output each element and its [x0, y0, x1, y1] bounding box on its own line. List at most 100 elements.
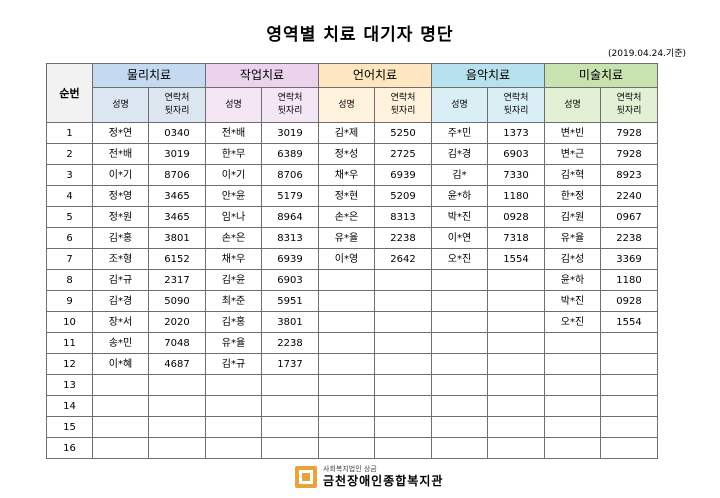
patient-name: 한*정: [544, 185, 601, 207]
name-column-header: 성명: [205, 87, 262, 123]
patient-name: 유*율: [205, 332, 262, 354]
phone-last-digits: 2238: [261, 332, 319, 354]
phone-last-digits: [487, 311, 545, 333]
patient-name: [205, 395, 262, 417]
phone-last-digits: [600, 437, 658, 459]
seq-number: 3: [46, 164, 93, 186]
patient-name: [431, 395, 488, 417]
phone-last-digits: 1737: [261, 353, 319, 375]
patient-name: [431, 437, 488, 459]
patient-name: 이*영: [318, 248, 375, 270]
patient-name: [544, 437, 601, 459]
patient-name: 임*나: [205, 206, 262, 228]
patient-name: 김*홍: [92, 227, 149, 249]
patient-name: 한*무: [205, 143, 262, 165]
phone-last-digits: 8923: [600, 164, 658, 186]
patient-name: 채*우: [318, 164, 375, 186]
seq-number: 9: [46, 290, 93, 312]
phone-last-digits: [374, 395, 432, 417]
org-logo-icon: [294, 465, 318, 489]
phone-last-digits: [487, 269, 545, 291]
patient-name: [318, 353, 375, 375]
phone-last-digits: 2642: [374, 248, 432, 270]
patient-name: 손*은: [205, 227, 262, 249]
patient-name: 조*형: [92, 248, 149, 270]
phone-last-digits: 8706: [261, 164, 319, 186]
seq-number: 11: [46, 332, 93, 354]
patient-name: [205, 437, 262, 459]
phone-last-digits: 5179: [261, 185, 319, 207]
table-row: 10 장*서 2020 김*홍 3801 오*진 1554: [46, 311, 658, 333]
patient-name: [431, 332, 488, 354]
patient-name: [318, 332, 375, 354]
seq-number: 2: [46, 143, 93, 165]
phone-column-header: 연락처 뒷자리: [374, 87, 432, 123]
patient-name: 김*윤: [205, 269, 262, 291]
patient-name: 전*배: [205, 122, 262, 144]
phone-last-digits: 5951: [261, 290, 319, 312]
patient-name: 최*준: [205, 290, 262, 312]
seq-number: 16: [46, 437, 93, 459]
seq-number: 8: [46, 269, 93, 291]
name-column-header: 성명: [544, 87, 601, 123]
phone-last-digits: 3465: [148, 185, 206, 207]
waitlist-table: 순번 물리치료 작업치료 언어치료 음악치료 미술치료 성명 연락처 뒷자리 성명 연락처 뒷자리…: [46, 63, 658, 459]
phone-last-digits: 8964: [261, 206, 319, 228]
patient-name: 김*성: [544, 248, 601, 270]
phone-last-digits: 7318: [487, 227, 545, 249]
phone-last-digits: 1554: [600, 311, 658, 333]
phone-column-header: 연락처 뒷자리: [487, 87, 545, 123]
patient-name: 전*배: [92, 143, 149, 165]
patient-name: 김*혁: [544, 164, 601, 186]
table-row: 11 송*민 7048 유*율 2238: [46, 332, 658, 354]
seq-number: 15: [46, 416, 93, 438]
phone-last-digits: [148, 416, 206, 438]
phone-column-header: 연락처 뒷자리: [600, 87, 658, 123]
org-logo: 사회복지법인 상금 금천장애인종합복지관: [294, 462, 443, 492]
phone-last-digits: 0340: [148, 122, 206, 144]
phone-last-digits: 2725: [374, 143, 432, 165]
page-title: 영역별 치료 대기자 명단: [266, 25, 454, 45]
seq-header: 순번: [46, 63, 93, 123]
patient-name: [205, 374, 262, 396]
patient-name: [318, 311, 375, 333]
patient-name: [431, 416, 488, 438]
phone-last-digits: [374, 437, 432, 459]
phone-last-digits: [600, 332, 658, 354]
name-column-header: 성명: [92, 87, 149, 123]
phone-last-digits: 0928: [487, 206, 545, 228]
patient-name: 김*규: [205, 353, 262, 375]
patient-name: 정*연: [92, 122, 149, 144]
phone-last-digits: [487, 437, 545, 459]
patient-name: [318, 395, 375, 417]
phone-last-digits: [374, 269, 432, 291]
phone-last-digits: [487, 353, 545, 375]
patient-name: [92, 416, 149, 438]
phone-last-digits: 7330: [487, 164, 545, 186]
patient-name: [544, 374, 601, 396]
patient-name: 김*제: [318, 122, 375, 144]
group-header: 작업치료: [205, 63, 319, 88]
phone-last-digits: 3019: [261, 122, 319, 144]
patient-name: 김*규: [92, 269, 149, 291]
phone-last-digits: [374, 290, 432, 312]
org-name: 금천장애인종합복지관: [323, 474, 444, 488]
table-row: 13: [46, 374, 658, 396]
phone-last-digits: 5090: [148, 290, 206, 312]
patient-name: [544, 353, 601, 375]
phone-last-digits: [261, 395, 319, 417]
phone-last-digits: [374, 374, 432, 396]
phone-last-digits: 6152: [148, 248, 206, 270]
group-header: 물리치료: [92, 63, 206, 88]
patient-name: 이*기: [205, 164, 262, 186]
phone-last-digits: 8313: [261, 227, 319, 249]
phone-last-digits: [374, 416, 432, 438]
patient-name: [431, 311, 488, 333]
phone-last-digits: [600, 395, 658, 417]
patient-name: 김*경: [431, 143, 488, 165]
phone-last-digits: 2240: [600, 185, 658, 207]
phone-last-digits: 3801: [261, 311, 319, 333]
patient-name: 윤*하: [431, 185, 488, 207]
phone-last-digits: 4687: [148, 353, 206, 375]
reference-date: (2019.04.24.기준): [608, 49, 686, 59]
